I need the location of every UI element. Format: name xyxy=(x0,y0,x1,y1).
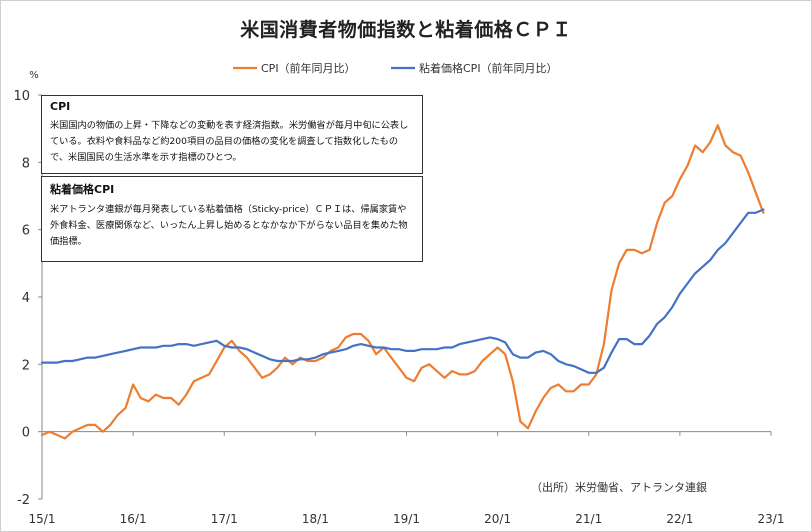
note-sticky-cpi-heading: 粘着価格CPI xyxy=(50,183,115,196)
y-tick-label: -2 xyxy=(17,493,30,508)
legend-label-sticky-cpi: 粘着価格CPI（前年同月比） xyxy=(419,61,558,75)
x-tick-label: 23/1 xyxy=(758,512,785,526)
y-tick-label: 8 xyxy=(22,156,30,171)
x-tick-label: 21/1 xyxy=(575,512,602,526)
y-tick-label: 2 xyxy=(22,358,30,373)
note-cpi-heading: CPI xyxy=(50,100,71,113)
y-tick-label: 0 xyxy=(22,426,30,441)
y-axis-unit-label: % xyxy=(29,70,39,81)
note-sticky-cpi: 粘着価格CPI 米アトランタ連銀が毎月発表している粘着価格（Sticky-pri… xyxy=(41,176,423,262)
note-cpi: CPI 米国国内の物価の上昇・下降などの変動を表す経済指数。米労働省が毎月中旬に… xyxy=(41,95,423,174)
x-tick-label: 20/1 xyxy=(484,512,511,526)
y-tick-label: 4 xyxy=(22,291,30,306)
y-tick-label: 10 xyxy=(13,89,30,104)
source-note: （出所）米労働省、アトランタ連銀 xyxy=(531,481,707,494)
chart-title: 米国消費者物価指数と粘着価格ＣＰＩ xyxy=(240,19,572,41)
x-tick-label: 16/1 xyxy=(120,512,147,526)
x-tick-label: 22/1 xyxy=(666,512,693,526)
x-tick-label: 15/1 xyxy=(29,512,56,526)
legend-label-cpi: CPI（前年同月比） xyxy=(261,61,356,75)
note-cpi-body: 米国国内の物価の上昇・下降などの変動を表す経済指数。米労働省が毎月中旬に公表して… xyxy=(50,120,409,163)
series-line-cpi xyxy=(40,124,765,440)
y-tick-label: 6 xyxy=(22,224,30,239)
x-tick-label: 17/1 xyxy=(211,512,238,526)
note-sticky-cpi-body: 米アトランタ連銀が毎月発表している粘着価格（Sticky-price）ＣＰＩは、… xyxy=(50,204,408,247)
x-tick-label: 19/1 xyxy=(393,512,420,526)
series-line-sticky-cpi xyxy=(40,208,765,374)
x-tick-label: 18/1 xyxy=(302,512,329,526)
